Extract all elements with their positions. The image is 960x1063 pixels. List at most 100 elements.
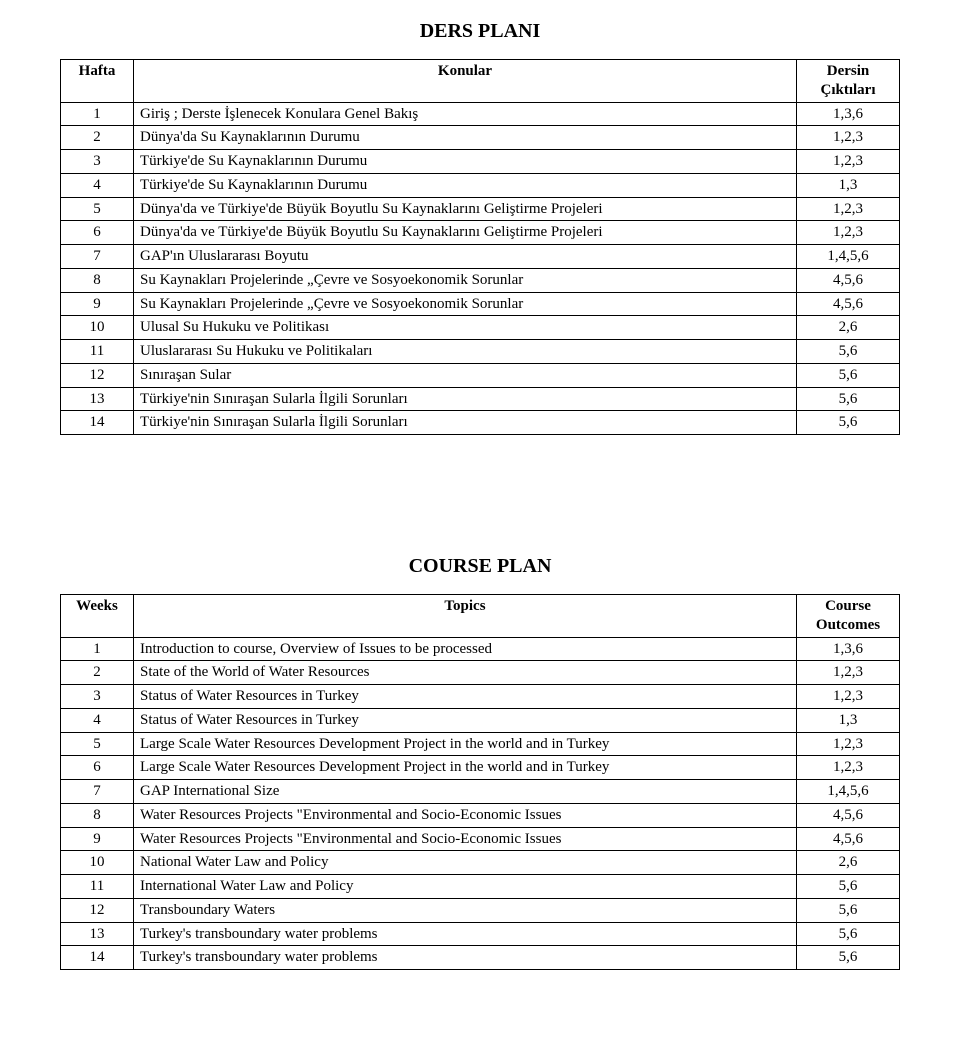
table-row: 5Large Scale Water Resources Development… bbox=[61, 732, 900, 756]
section-spacer bbox=[60, 435, 900, 555]
table-row: 2Dünya'da Su Kaynaklarının Durumu1,2,3 bbox=[61, 126, 900, 150]
cell-topic: Uluslararası Su Hukuku ve Politikaları bbox=[134, 340, 797, 364]
cell-topic: Dünya'da ve Türkiye'de Büyük Boyutlu Su … bbox=[134, 221, 797, 245]
header-week-label: Weeks bbox=[76, 598, 118, 614]
cell-topic: GAP International Size bbox=[134, 780, 797, 804]
cell-outcomes: 5,6 bbox=[797, 946, 900, 970]
page: DERS PLANI Hafta Konular Dersin Çıktılar… bbox=[0, 0, 960, 1010]
cell-week: 3 bbox=[61, 685, 134, 709]
cell-outcomes: 1,2,3 bbox=[797, 197, 900, 221]
cell-week: 8 bbox=[61, 268, 134, 292]
cell-week: 7 bbox=[61, 245, 134, 269]
cell-topic: International Water Law and Policy bbox=[134, 875, 797, 899]
cell-topic: Giriş ; Derste İşlenecek Konulara Genel … bbox=[134, 102, 797, 126]
course-plan-tbody: 1Introduction to course, Overview of Iss… bbox=[61, 637, 900, 970]
cell-topic: Status of Water Resources in Turkey bbox=[134, 685, 797, 709]
header-out-line2: Çıktıları bbox=[821, 82, 876, 98]
course-plan-table: Weeks Topics Course Outcomes 1Introducti… bbox=[60, 594, 900, 970]
cell-week: 4 bbox=[61, 173, 134, 197]
cell-week: 7 bbox=[61, 780, 134, 804]
cell-topic: Water Resources Projects "Environmental … bbox=[134, 827, 797, 851]
cell-topic: GAP'ın Uluslararası Boyutu bbox=[134, 245, 797, 269]
table-row: 10National Water Law and Policy2,6 bbox=[61, 851, 900, 875]
cell-topic: Su Kaynakları Projelerinde „Çevre ve Sos… bbox=[134, 292, 797, 316]
cell-outcomes: 4,5,6 bbox=[797, 803, 900, 827]
table-row: 1Introduction to course, Overview of Iss… bbox=[61, 637, 900, 661]
table-row: 11International Water Law and Policy5,6 bbox=[61, 875, 900, 899]
cell-week: 13 bbox=[61, 922, 134, 946]
header-outcomes: Course Outcomes bbox=[797, 595, 900, 638]
cell-week: 9 bbox=[61, 827, 134, 851]
cell-outcomes: 1,4,5,6 bbox=[797, 245, 900, 269]
cell-week: 14 bbox=[61, 411, 134, 435]
table-row: 4Status of Water Resources in Turkey1,3 bbox=[61, 708, 900, 732]
header-topic: Konular bbox=[134, 60, 797, 103]
header-week: Weeks bbox=[61, 595, 134, 638]
cell-outcomes: 4,5,6 bbox=[797, 292, 900, 316]
table-row: 7GAP'ın Uluslararası Boyutu1,4,5,6 bbox=[61, 245, 900, 269]
table-row: 2State of the World of Water Resources1,… bbox=[61, 661, 900, 685]
cell-week: 3 bbox=[61, 150, 134, 174]
cell-topic: Large Scale Water Resources Development … bbox=[134, 756, 797, 780]
cell-outcomes: 1,3,6 bbox=[797, 637, 900, 661]
cell-week: 8 bbox=[61, 803, 134, 827]
table-row: 8Water Resources Projects "Environmental… bbox=[61, 803, 900, 827]
cell-outcomes: 5,6 bbox=[797, 875, 900, 899]
cell-week: 1 bbox=[61, 637, 134, 661]
header-week: Hafta bbox=[61, 60, 134, 103]
ders-plani-tbody: 1Giriş ; Derste İşlenecek Konulara Genel… bbox=[61, 102, 900, 435]
cell-week: 9 bbox=[61, 292, 134, 316]
table-row: 13Turkey's transboundary water problems5… bbox=[61, 922, 900, 946]
cell-outcomes: 5,6 bbox=[797, 363, 900, 387]
cell-outcomes: 1,3 bbox=[797, 708, 900, 732]
cell-topic: Water Resources Projects "Environmental … bbox=[134, 803, 797, 827]
cell-outcomes: 1,2,3 bbox=[797, 661, 900, 685]
cell-topic: Türkiye'de Su Kaynaklarının Durumu bbox=[134, 150, 797, 174]
table-row: 12Sınıraşan Sular5,6 bbox=[61, 363, 900, 387]
cell-outcomes: 1,4,5,6 bbox=[797, 780, 900, 804]
cell-week: 10 bbox=[61, 851, 134, 875]
cell-outcomes: 2,6 bbox=[797, 316, 900, 340]
cell-week: 12 bbox=[61, 898, 134, 922]
header-out-line2: Outcomes bbox=[816, 617, 880, 633]
table-row: 6Dünya'da ve Türkiye'de Büyük Boyutlu Su… bbox=[61, 221, 900, 245]
cell-week: 1 bbox=[61, 102, 134, 126]
cell-topic: Large Scale Water Resources Development … bbox=[134, 732, 797, 756]
cell-topic: Sınıraşan Sular bbox=[134, 363, 797, 387]
cell-outcomes: 4,5,6 bbox=[797, 268, 900, 292]
table-row: 11Uluslararası Su Hukuku ve Politikaları… bbox=[61, 340, 900, 364]
cell-outcomes: 1,2,3 bbox=[797, 685, 900, 709]
cell-outcomes: 1,2,3 bbox=[797, 756, 900, 780]
cell-outcomes: 1,3,6 bbox=[797, 102, 900, 126]
cell-topic: State of the World of Water Resources bbox=[134, 661, 797, 685]
cell-week: 11 bbox=[61, 340, 134, 364]
cell-topic: Dünya'da Su Kaynaklarının Durumu bbox=[134, 126, 797, 150]
cell-week: 12 bbox=[61, 363, 134, 387]
cell-outcomes: 2,6 bbox=[797, 851, 900, 875]
table-row: 7GAP International Size1,4,5,6 bbox=[61, 780, 900, 804]
cell-topic: Türkiye'nin Sınıraşan Sularla İlgili Sor… bbox=[134, 387, 797, 411]
header-topic: Topics bbox=[134, 595, 797, 638]
cell-topic: Turkey's transboundary water problems bbox=[134, 922, 797, 946]
cell-outcomes: 4,5,6 bbox=[797, 827, 900, 851]
cell-outcomes: 5,6 bbox=[797, 898, 900, 922]
cell-topic: Turkey's transboundary water problems bbox=[134, 946, 797, 970]
table-row: 5Dünya'da ve Türkiye'de Büyük Boyutlu Su… bbox=[61, 197, 900, 221]
table-row: 13Türkiye'nin Sınıraşan Sularla İlgili S… bbox=[61, 387, 900, 411]
course-plan-title: COURSE PLAN bbox=[60, 555, 900, 578]
cell-week: 11 bbox=[61, 875, 134, 899]
header-topic-label: Topics bbox=[444, 598, 485, 614]
cell-week: 4 bbox=[61, 708, 134, 732]
cell-outcomes: 5,6 bbox=[797, 387, 900, 411]
cell-topic: National Water Law and Policy bbox=[134, 851, 797, 875]
cell-outcomes: 5,6 bbox=[797, 922, 900, 946]
table-row: 8Su Kaynakları Projelerinde „Çevre ve So… bbox=[61, 268, 900, 292]
table-row: 14Turkey's transboundary water problems5… bbox=[61, 946, 900, 970]
cell-outcomes: 1,2,3 bbox=[797, 732, 900, 756]
cell-outcomes: 1,2,3 bbox=[797, 221, 900, 245]
header-out-line1: Dersin bbox=[827, 63, 870, 79]
ders-plani-table: Hafta Konular Dersin Çıktıları 1Giriş ; … bbox=[60, 59, 900, 435]
cell-topic: Introduction to course, Overview of Issu… bbox=[134, 637, 797, 661]
cell-week: 10 bbox=[61, 316, 134, 340]
table-row: 6Large Scale Water Resources Development… bbox=[61, 756, 900, 780]
